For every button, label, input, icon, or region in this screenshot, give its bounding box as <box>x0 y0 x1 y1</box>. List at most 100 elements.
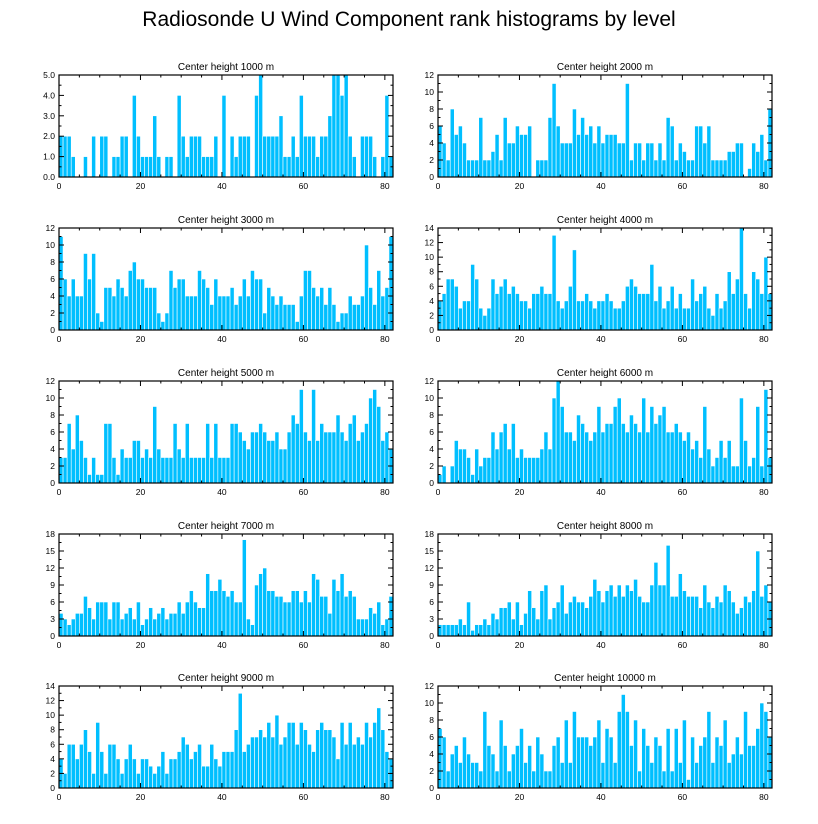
histogram-bar <box>156 156 162 178</box>
x-tick-label: 0 <box>436 487 441 497</box>
histogram-bar <box>735 613 740 637</box>
histogram-bar <box>356 736 361 789</box>
histogram-bar <box>608 584 614 637</box>
histogram-bar <box>649 406 655 484</box>
histogram-bar <box>580 117 585 178</box>
histogram-panel: Center height 6000 m 0 20 40 60 80 0 2 4 6 8 10 12 <box>425 368 773 497</box>
histogram-bar <box>229 423 235 484</box>
histogram-bar <box>205 156 211 178</box>
histogram-bar <box>572 108 577 178</box>
histogram-bar <box>474 278 480 331</box>
histogram-bar <box>115 156 121 178</box>
histogram-bar <box>584 736 590 789</box>
y-tick-label: 8 <box>50 257 55 267</box>
histogram-bar <box>62 618 68 637</box>
histogram-bar <box>682 719 687 789</box>
histogram-bar <box>278 596 284 637</box>
histogram-bar <box>629 159 634 178</box>
histogram-bar <box>217 295 223 331</box>
histogram-bar <box>735 465 740 484</box>
y-tick-label: 2 <box>429 461 434 471</box>
histogram-bar <box>164 156 170 178</box>
histogram-bar <box>735 142 740 178</box>
histogram-bar <box>665 300 671 331</box>
histogram-bar <box>290 135 296 178</box>
panel-title: Center height 9000 m <box>178 673 274 684</box>
histogram-bar <box>629 414 634 484</box>
histogram-bar <box>458 307 463 331</box>
histogram-bar <box>616 142 622 178</box>
histogram-bar <box>274 135 280 178</box>
histogram-bar <box>168 613 174 637</box>
histogram-bar <box>213 135 219 178</box>
histogram-bar <box>620 423 626 484</box>
y-tick-label: 12 <box>425 563 435 573</box>
histogram-bar <box>466 300 471 331</box>
histogram-bar <box>356 304 361 331</box>
histogram-bar <box>180 736 186 789</box>
histogram-bar <box>376 406 382 484</box>
histogram-bar <box>233 423 239 484</box>
y-tick-label: 0 <box>50 325 55 335</box>
histogram-bar <box>730 293 736 331</box>
histogram-panel: Center height 9000 m 0 20 40 60 80 0 2 4 6 8 10 12 14 <box>46 673 394 802</box>
x-tick-label: 40 <box>596 792 606 802</box>
y-tick-label: 4 <box>429 296 434 306</box>
histogram-bar <box>629 590 634 637</box>
x-tick-label: 60 <box>678 334 688 344</box>
x-tick-label: 0 <box>436 792 441 802</box>
histogram-bar <box>730 753 736 789</box>
histogram-panel: Center height 2000 m 0 20 40 60 80 0 2 4 6 8 10 12 <box>425 62 773 191</box>
histogram-bar <box>690 278 695 331</box>
histogram-bar <box>156 613 162 637</box>
histogram-bar <box>576 414 581 484</box>
histogram-bar <box>563 431 569 484</box>
x-tick-label: 80 <box>380 487 390 497</box>
histogram-bar <box>572 440 577 484</box>
histogram-bar <box>718 601 724 637</box>
histogram-bar <box>486 624 492 637</box>
histogram-bar <box>132 95 137 178</box>
histogram-bar <box>678 573 683 637</box>
histogram-bar <box>339 95 345 178</box>
histogram-bar <box>458 448 463 484</box>
histogram-bar <box>136 278 141 331</box>
histogram-bar <box>592 431 598 484</box>
y-tick-label: 3.0 <box>43 111 55 121</box>
histogram-bar <box>87 278 92 331</box>
histogram-bar <box>303 135 308 178</box>
histogram-bar <box>372 304 378 331</box>
histogram-bar <box>519 134 524 178</box>
histogram-bar <box>649 584 655 637</box>
histogram-bar <box>620 300 626 331</box>
histogram-bar <box>755 728 761 789</box>
histogram-bar <box>551 83 557 178</box>
histogram-bar <box>527 457 532 484</box>
x-tick-label: 80 <box>759 792 769 802</box>
x-tick-label: 40 <box>596 640 606 650</box>
histogram-bar <box>343 596 349 637</box>
histogram-bar <box>258 278 263 331</box>
y-tick-label: 0 <box>429 478 434 488</box>
histogram-bar <box>486 457 492 484</box>
y-tick-label: 8 <box>50 410 55 420</box>
histogram-bar <box>70 278 76 331</box>
histogram-bar <box>657 142 663 178</box>
histogram-bar <box>148 765 153 789</box>
histogram-bar <box>360 135 365 178</box>
histogram-bar <box>478 770 484 789</box>
y-tick-label: 8 <box>429 715 434 725</box>
histogram-bar <box>568 762 573 789</box>
histogram-bar <box>103 423 109 484</box>
histogram-bar <box>58 457 64 484</box>
histogram-bar <box>229 590 235 637</box>
y-tick-label: 14 <box>425 223 435 233</box>
histogram-bar <box>661 307 667 331</box>
histogram-bar <box>498 719 504 789</box>
histogram-bar <box>747 601 752 637</box>
histogram-bar <box>136 601 141 637</box>
histogram-bar <box>246 295 251 331</box>
y-tick-label: 0 <box>429 325 434 335</box>
histogram-bar <box>79 440 84 484</box>
histogram-bar <box>74 295 80 331</box>
